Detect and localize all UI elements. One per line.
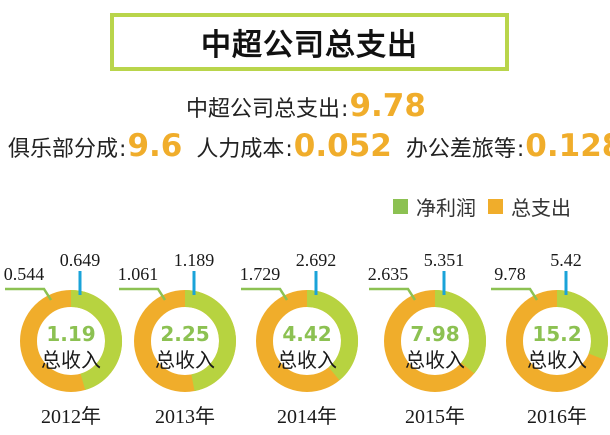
expense-value-label: 1.729	[240, 264, 281, 284]
year-label: 2014年	[277, 405, 337, 428]
colon: :	[341, 97, 349, 122]
page-title: 中超公司总支出	[201, 28, 418, 63]
legend-swatch-expense	[488, 199, 503, 214]
profit-value-label: 2.692	[296, 250, 337, 270]
profit-arc	[434, 290, 486, 374]
expense-leader-line	[119, 287, 167, 301]
total-revenue-label: 总收入	[155, 348, 215, 372]
summary-item-value: 9.6	[127, 128, 183, 164]
expense-value-label: 9.78	[494, 264, 526, 284]
total-revenue-value: 4.42	[282, 322, 331, 346]
expense-leader-line	[491, 287, 539, 301]
total-revenue-value: 1.19	[46, 322, 95, 346]
summary-total-value: 9.78	[349, 88, 426, 124]
expense-value-label: 2.635	[368, 264, 409, 284]
summary-breakdown: 俱乐部分成:9.6 人力成本:0.052 办公差旅等:0.128	[8, 128, 610, 164]
summary-total-label: 中超公司总支出	[186, 97, 341, 122]
colon: :	[285, 137, 293, 162]
summary-total: 中超公司总支出:9.78	[186, 88, 426, 124]
year-label: 2016年	[527, 405, 587, 428]
total-revenue-label: 总收入	[41, 348, 101, 372]
profit-value-label: 0.649	[60, 250, 101, 270]
expense-value-label: 0.544	[4, 264, 45, 284]
summary-item-label: 人力成本	[196, 137, 285, 162]
colon: :	[516, 137, 525, 162]
total-revenue-label: 总收入	[277, 348, 337, 372]
chart-legend: 净利润 总支出	[393, 192, 583, 221]
expense-leader-line	[369, 287, 417, 301]
profit-value-label: 5.351	[424, 250, 465, 270]
profit-value-label: 1.189	[174, 250, 215, 270]
profit-arc	[184, 290, 236, 392]
expense-leader-line	[241, 287, 289, 301]
expense-leader-line	[5, 287, 53, 301]
year-label: 2013年	[155, 405, 215, 428]
legend-swatch-profit	[393, 199, 408, 214]
profit-arc	[70, 290, 122, 390]
summary-item-value: 0.052	[293, 128, 392, 164]
summary-item-label: 办公差旅等	[405, 137, 516, 162]
total-revenue-value: 7.98	[410, 322, 459, 346]
legend-label-profit: 净利润	[416, 196, 476, 220]
expense-value-label: 1.061	[118, 264, 159, 284]
profit-arc	[556, 290, 608, 360]
title-box: 中超公司总支出	[110, 13, 509, 71]
year-label: 2015年	[405, 405, 465, 428]
summary-item-value: 0.128	[525, 128, 610, 164]
total-revenue-label: 总收入	[527, 348, 587, 372]
total-revenue-value: 2.25	[160, 322, 209, 346]
total-revenue-value: 15.2	[532, 322, 581, 346]
colon: :	[119, 137, 127, 162]
profit-value-label: 5.42	[550, 250, 582, 270]
total-revenue-label: 总收入	[405, 348, 465, 372]
profit-arc	[306, 290, 358, 381]
legend-label-expense: 总支出	[511, 196, 571, 220]
year-label: 2012年	[41, 405, 101, 428]
summary-item-label: 俱乐部分成	[8, 137, 119, 162]
